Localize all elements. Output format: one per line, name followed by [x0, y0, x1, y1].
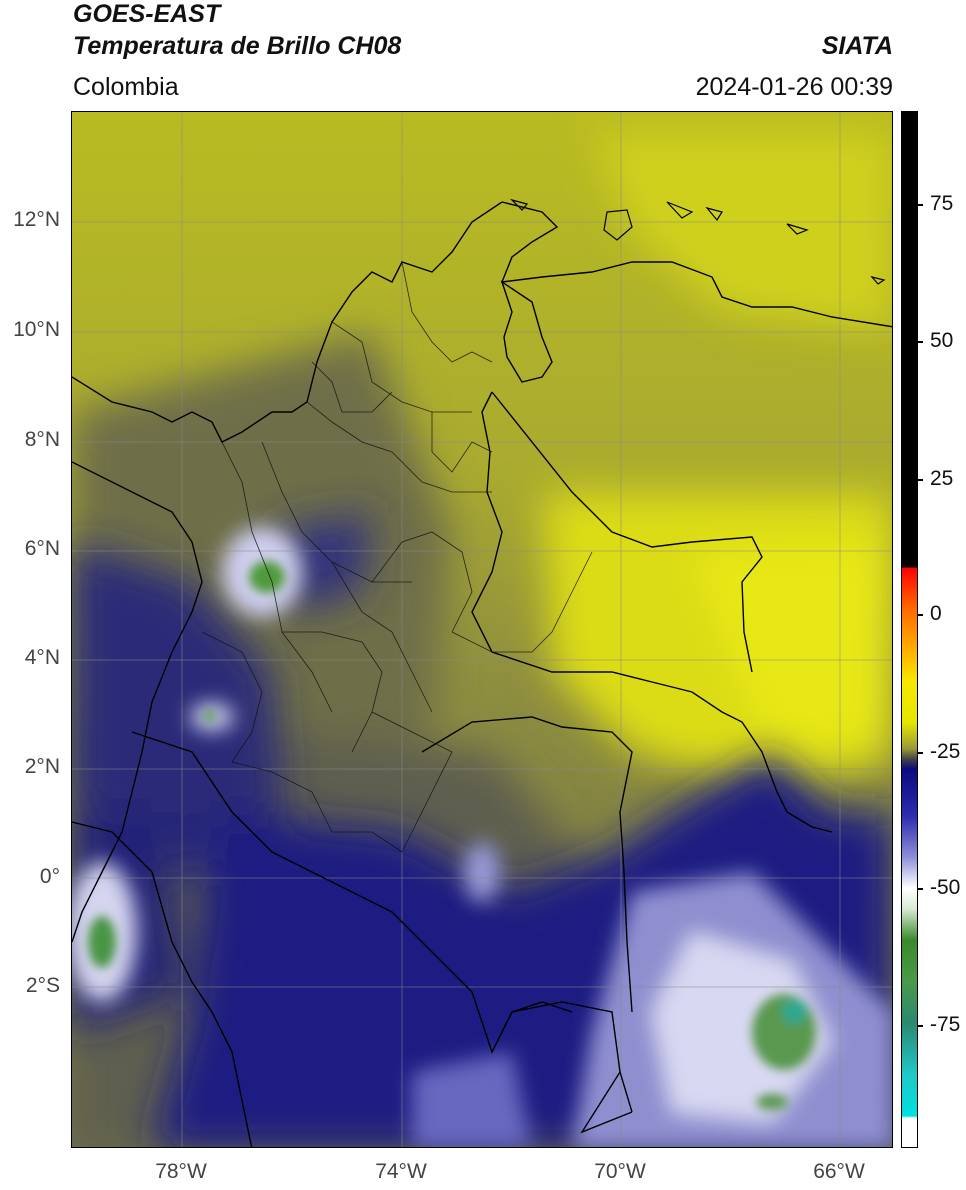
- title-line-1: GOES-EAST: [73, 0, 221, 28]
- colorbar-tick: [917, 204, 923, 206]
- colorbar-label-minus75: -75: [930, 1013, 961, 1036]
- colorbar-label-75: 75: [930, 192, 954, 215]
- colorbar-tick: [917, 752, 923, 754]
- lon-label-70w: 70°W: [594, 1160, 646, 1183]
- title-line-2: Temperatura de Brillo CH08: [73, 32, 402, 60]
- lat-label-2s: 2°S: [25, 974, 60, 997]
- satellite-map: [71, 111, 893, 1148]
- colorbar-label-25: 25: [930, 467, 954, 490]
- colorbar-tick: [917, 888, 923, 890]
- colorbar-tick: [917, 614, 923, 616]
- brightness-temperature-field: [72, 112, 892, 1147]
- colorbar: [901, 111, 918, 1148]
- lat-label-4n: 4°N: [24, 646, 60, 669]
- lat-label-2n: 2°N: [24, 755, 60, 778]
- lon-label-66w: 66°W: [813, 1160, 865, 1183]
- lat-label-8n: 8°N: [24, 428, 60, 451]
- colorbar-tick: [917, 341, 923, 343]
- lat-label-6n: 6°N: [24, 537, 60, 560]
- lat-label-12n: 12°N: [13, 208, 60, 231]
- colorbar-label-50: 50: [930, 329, 954, 352]
- datetime-label: 2024-01-26 00:39: [695, 73, 893, 101]
- lat-label-0: 0°: [39, 865, 60, 888]
- lon-label-78w: 78°W: [155, 1160, 207, 1183]
- lat-label-10n: 10°N: [13, 318, 60, 341]
- lon-label-74w: 74°W: [375, 1160, 427, 1183]
- colorbar-tick: [917, 1025, 923, 1027]
- colorbar-label-minus50: -50: [930, 876, 961, 899]
- colorbar-label-minus25: -25: [930, 740, 961, 763]
- source-label: SIATA: [821, 32, 893, 60]
- coastline-borders: [72, 201, 892, 1147]
- region-label: Colombia: [73, 73, 179, 101]
- colorbar-label-0: 0: [930, 602, 942, 625]
- colorbar-tick: [917, 479, 923, 481]
